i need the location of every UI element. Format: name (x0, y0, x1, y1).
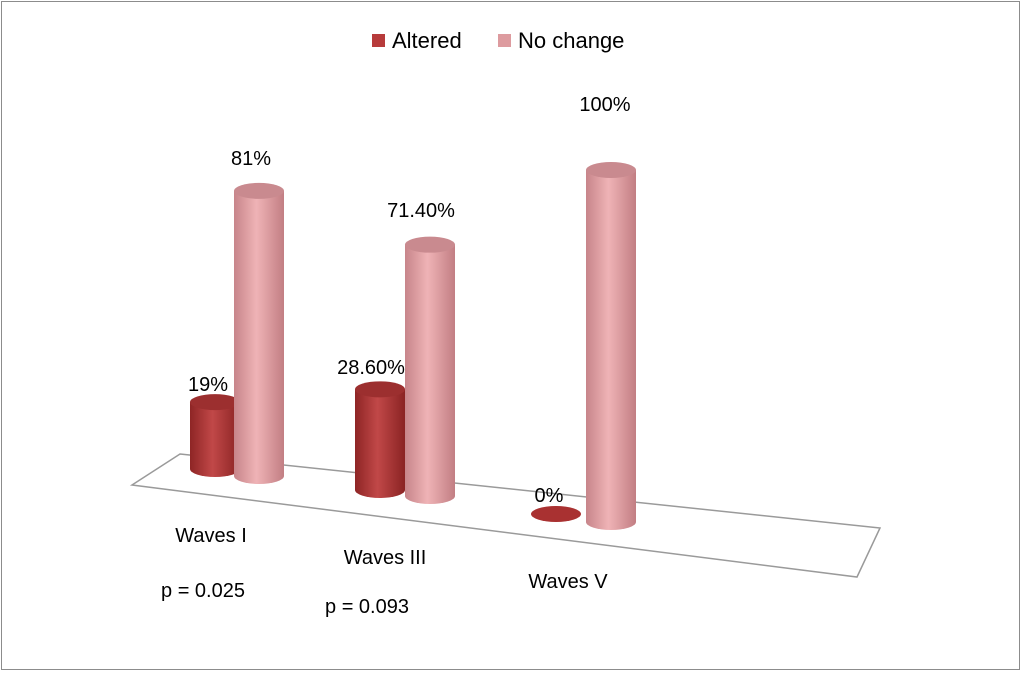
p-value-waves-i: p = 0.025 (161, 580, 245, 602)
p-value-annotations: p = 0.025 p = 0.093 (161, 580, 409, 618)
value-label-waves-iii-altered: 28.60% (337, 357, 405, 379)
cylinder-waves-iii-no-change (405, 244, 455, 504)
bar-group (190, 162, 636, 530)
category-label-waves-i: Waves I (175, 525, 247, 547)
cylinder-waves-v-altered (531, 506, 581, 522)
legend-label-no-change: No change (518, 28, 624, 53)
legend-label-altered: Altered (392, 28, 462, 53)
value-label-waves-v-no-change: 100% (579, 94, 630, 116)
value-label-waves-iii-no-change: 71.40% (387, 200, 455, 222)
cylinder-waves-iii-no-change-top (405, 236, 455, 253)
value-labels: 19% 81% 28.60% 71.40% 0% 100% (188, 94, 631, 507)
value-label-waves-i-altered: 19% (188, 374, 228, 396)
cylinder-waves-i-no-change-top (234, 182, 284, 199)
p-value-waves-iii: p = 0.093 (325, 596, 409, 618)
cylinder-waves-i-altered-top (190, 394, 240, 411)
cylinder-waves-iii-altered-top (355, 381, 405, 398)
cylinder-waves-iii-altered (355, 389, 405, 498)
category-labels: Waves I Waves III Waves V (175, 525, 608, 593)
value-label-waves-i-no-change: 81% (231, 148, 271, 170)
legend: Altered No change (372, 28, 624, 53)
floor-plane (129, 453, 882, 578)
cylinder-waves-v-no-change (586, 170, 636, 530)
cylinder-waves-i-no-change (234, 190, 284, 484)
category-label-waves-iii: Waves III (344, 547, 427, 569)
legend-swatch-no-change (498, 34, 511, 47)
value-label-waves-v-altered: 0% (535, 485, 564, 507)
category-label-waves-v: Waves V (528, 571, 608, 593)
cylinder-waves-i-altered (190, 402, 240, 477)
cylinder-waves-v-no-change-top (586, 162, 636, 178)
legend-swatch-altered (372, 34, 385, 47)
